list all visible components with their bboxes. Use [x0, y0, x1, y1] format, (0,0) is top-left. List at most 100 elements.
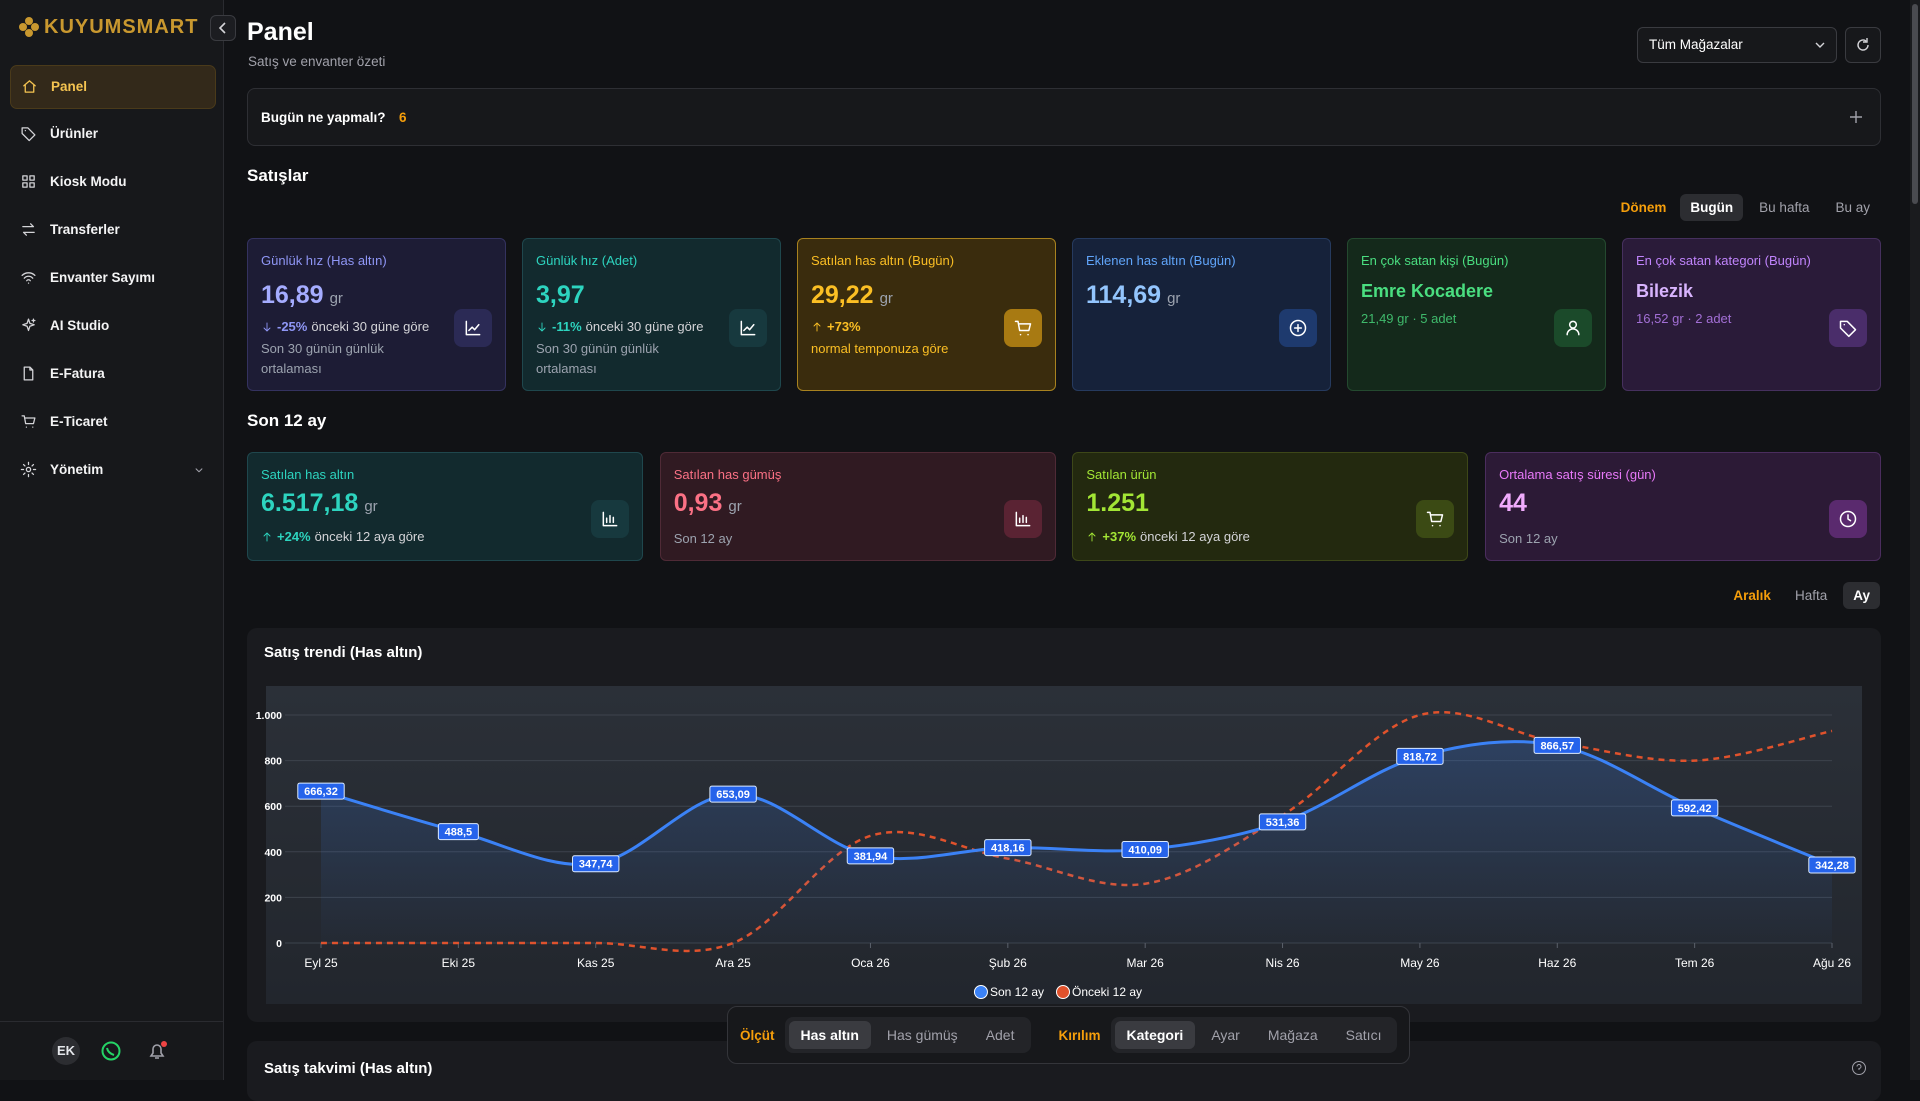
- y-tick-label: 400: [264, 847, 282, 859]
- data-label-box: [297, 782, 345, 800]
- icon: [22, 223, 35, 236]
- icon: [1015, 511, 1031, 527]
- icon: [21, 272, 36, 284]
- segment[interactable]: Ayar: [1211, 1027, 1240, 1043]
- brand-logo: [19, 17, 39, 37]
- change-value: +73%: [827, 319, 861, 334]
- segment[interactable]: Has gümüş: [886, 1027, 958, 1043]
- card-unit: gr: [728, 498, 742, 515]
- help-icon[interactable]: [1851, 1060, 1867, 1076]
- nav-item[interactable]: Panel: [10, 65, 216, 109]
- x-tick-label: Kas 25: [577, 956, 615, 970]
- data-label-box: [572, 855, 620, 873]
- segment[interactable]: Mağaza: [1267, 1027, 1318, 1043]
- data-label-box: [846, 847, 895, 865]
- chart-title: Satış trendi (Has altın): [264, 644, 422, 661]
- segment[interactable]: Satıcı: [1345, 1027, 1382, 1043]
- icon-path: [22, 223, 35, 236]
- icon: [813, 322, 821, 331]
- icon: [22, 175, 35, 188]
- icon: [740, 320, 756, 336]
- icon: [1289, 319, 1307, 337]
- nav-item[interactable]: Transferler: [10, 209, 214, 251]
- nav-label: AI Studio: [50, 318, 110, 333]
- icon: [1839, 510, 1857, 528]
- store-select-value: Tüm Mağazalar: [1649, 37, 1743, 52]
- tab[interactable]: Bugün: [1680, 194, 1744, 221]
- nav-item[interactable]: Yönetim: [10, 449, 214, 491]
- todo-panel[interactable]: Bugün ne yapmalı? 6: [247, 88, 1881, 146]
- card-title: Satılan ürün: [1086, 467, 1157, 482]
- tab[interactable]: Ay: [1843, 582, 1880, 609]
- icon-path: [21, 415, 36, 428]
- todo-label: Bugün ne yapmalı?: [261, 110, 386, 125]
- sidebar: KUYUMSMART EK Panel Ürünler Kiosk Modu Tran…: [0, 0, 224, 1080]
- icon-path: [20, 461, 37, 478]
- icon-path: [22, 175, 35, 188]
- toolbar-label: Kırılım: [1058, 1027, 1101, 1043]
- icon: [263, 532, 271, 541]
- legend-label: Önceki 12 ay: [1072, 985, 1142, 999]
- chart-panel: Satış trendi (Has altın) 0 200 400 600 800 1.…: [247, 628, 1881, 1022]
- data-label-text: 347,74: [579, 859, 614, 871]
- card-value: 0,93: [673, 489, 723, 517]
- data-label-box: [984, 839, 1032, 857]
- card-icon: [1416, 500, 1455, 538]
- icon: [602, 511, 618, 527]
- data-label-box: [1533, 736, 1581, 754]
- user-avatar[interactable]: EK: [52, 1037, 80, 1065]
- data-label-text: 866,57: [1540, 740, 1574, 752]
- notifications-button[interactable]: [145, 1039, 169, 1063]
- card-title: En çok satan kategori (Bugün): [1636, 253, 1811, 268]
- tab[interactable]: Hafta: [1794, 588, 1828, 603]
- nav-item[interactable]: Ürünler: [10, 113, 214, 155]
- data-label: 381,94: [846, 847, 895, 865]
- nav-item[interactable]: AI Studio: [10, 305, 214, 347]
- segment[interactable]: Kategori: [1114, 1021, 1196, 1049]
- icon-path: [1014, 320, 1032, 336]
- card-title: Ortalama satış süresi (gün): [1499, 467, 1656, 482]
- collapse-sidebar[interactable]: [210, 15, 236, 41]
- card-title: Günlük hız (Adet): [536, 253, 638, 268]
- card-icon: [1279, 309, 1317, 347]
- tab[interactable]: Bu hafta: [1759, 200, 1810, 215]
- tab[interactable]: Bu ay: [1835, 200, 1870, 215]
- data-label: 818,72: [1396, 747, 1444, 765]
- segmented-control: Kategori Ayar Mağaza Satıcı: [1110, 1017, 1398, 1053]
- stat-card: En çok satan kişi (Bugün) Emre Kocadere 21…: [1347, 238, 1606, 391]
- x-tick-label: Haz 26: [1538, 956, 1576, 970]
- icon-path: [538, 322, 546, 331]
- card-change: +24% önceki 12 aya göre: [261, 529, 424, 544]
- nav-item[interactable]: Envanter Sayımı: [10, 257, 214, 299]
- legend-marker: [973, 985, 988, 999]
- segment[interactable]: Has altın: [788, 1021, 871, 1049]
- card-icon: [1004, 309, 1042, 347]
- y-tick-label: 600: [264, 801, 282, 813]
- x-tick-label: Nis 26: [1266, 956, 1300, 970]
- range-tabs: Aralık Hafta Ay: [1733, 582, 1880, 609]
- data-label-text: 592,42: [1678, 803, 1712, 815]
- data-label: 592,42: [1670, 799, 1719, 817]
- icon-path: [740, 320, 756, 336]
- card-value-row: 44: [1499, 489, 1527, 518]
- icon-path: [21, 272, 36, 284]
- card-title: En çok satan kişi (Bugün): [1361, 253, 1509, 268]
- card-title: Günlük hız (Has altın): [261, 253, 387, 268]
- card-value-row: 29,22 gr: [811, 281, 893, 310]
- refresh-button[interactable]: [1845, 27, 1881, 63]
- icon: [23, 80, 36, 93]
- store-select[interactable]: Tüm Mağazalar: [1637, 27, 1837, 63]
- x-tick-label: Ağu 26: [1813, 956, 1851, 970]
- card-note: Son 12 ay: [1499, 531, 1558, 546]
- x-tick-label: Tem 26: [1675, 956, 1715, 970]
- nav-item[interactable]: Kiosk Modu: [10, 161, 214, 203]
- nav-item[interactable]: E-Ticaret: [10, 401, 214, 443]
- card-note: Son 30 günün günlük ortalaması: [261, 341, 384, 376]
- stat-card: Satılan ürün 1.251 +37% önceki 12 aya göre: [1072, 452, 1469, 561]
- whatsapp-button[interactable]: [100, 1040, 122, 1062]
- stat-card: Satılan has altın (Bugün) 29,22 gr +73% norm…: [797, 238, 1056, 391]
- nav-item[interactable]: E-Fatura: [10, 353, 214, 395]
- segment[interactable]: Adet: [985, 1027, 1015, 1043]
- data-label-text: 653,09: [716, 789, 750, 801]
